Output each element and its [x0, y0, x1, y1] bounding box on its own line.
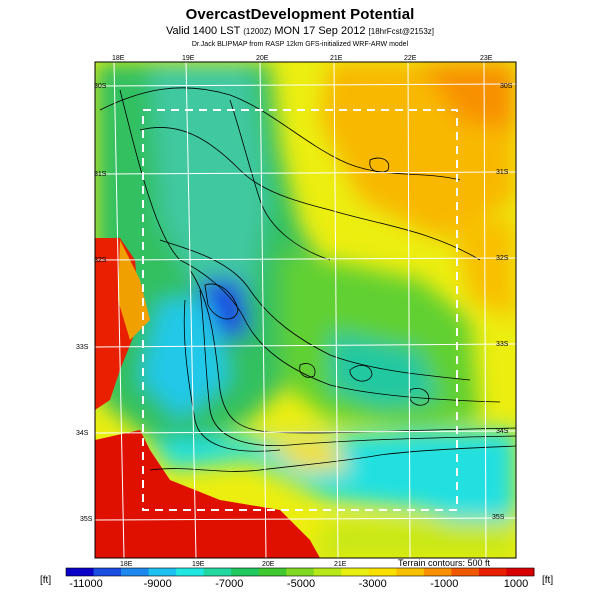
colorbar-swatch	[313, 568, 342, 576]
field-darkorange-ne	[420, 62, 516, 130]
terrain-contour	[99, 87, 461, 181]
terrain-contour	[369, 157, 390, 173]
colorbar-swatch	[231, 568, 260, 576]
colorbar-swatch	[93, 568, 122, 576]
colorbar-swatch	[423, 568, 452, 576]
lon-label-top: 22E	[404, 55, 417, 62]
lon-label-top: 18E	[112, 55, 125, 62]
field-cyan-south	[150, 430, 516, 540]
colorbar-tick-label: -7000	[215, 578, 244, 590]
colorbar-tick-label: -11000	[69, 578, 103, 590]
lat-label-left: 32S	[94, 257, 107, 264]
colorbar-unit-right: [ft]	[542, 575, 554, 586]
utc-time: (1200Z)	[243, 27, 272, 36]
lat-label-right: 34S	[496, 428, 509, 435]
valid-date: MON 17 Sep 2012	[274, 25, 366, 37]
lat-label-left: 33S	[76, 344, 89, 351]
colorbar-swatch	[148, 568, 177, 576]
terrain-contour	[139, 127, 481, 261]
lon-label-bottom: 18E	[120, 561, 133, 568]
lat-label-left: 31S	[94, 171, 107, 178]
terrain-contour-note: Terrain contours: 500 ft	[398, 558, 491, 568]
latlon-grid	[95, 62, 516, 558]
colorbar-swatch	[66, 568, 95, 576]
colorbar-swatch	[121, 568, 150, 576]
terrain-contour	[199, 289, 516, 446]
forecast-tag: [18hrFcst@2153z]	[368, 27, 434, 36]
terrain-contour	[179, 259, 501, 403]
colorbar-swatch	[368, 568, 397, 576]
lat-label-left: 35S	[80, 516, 93, 523]
field-orange-east	[450, 220, 516, 320]
lat-label-left: 34S	[76, 430, 89, 437]
map-title: OvercastDevelopment Potential	[185, 6, 415, 23]
colorbar-tick-label: -3000	[358, 578, 387, 590]
lon-label-top: 19E	[182, 55, 195, 62]
colorbar-unit-left: [ft]	[40, 575, 52, 586]
field-red-south	[95, 430, 320, 558]
colorbar-tick-label: -5000	[286, 578, 316, 590]
colorbar-swatch	[258, 568, 287, 576]
terrain-contour	[119, 89, 181, 261]
valid-time: Valid 1400 LST	[165, 25, 241, 37]
terrain-contour	[349, 365, 373, 382]
terrain-contour	[149, 445, 516, 472]
terrain-contour	[229, 99, 331, 261]
lon-label-bottom: 21E	[334, 561, 347, 568]
colorbar-tick-label: -1000	[430, 578, 459, 590]
terrain-contour	[204, 283, 239, 320]
terrain-contour	[189, 269, 516, 434]
colorbar-swatch	[506, 568, 535, 576]
field-teal-north	[150, 62, 270, 300]
lat-label-right: 35S	[492, 514, 505, 521]
lon-label-bottom: 20E	[262, 561, 275, 568]
lat-label-left: 30S	[94, 83, 107, 90]
colorbar-swatch	[396, 568, 425, 576]
terrain-contours	[99, 87, 516, 472]
lon-label-bottom: 19E	[192, 561, 205, 568]
lon-label-top: 21E	[330, 55, 343, 62]
field-cyan-mid	[140, 300, 230, 420]
lon-label-top: 20E	[256, 55, 269, 62]
terrain-contour	[299, 363, 316, 378]
map-frame	[94, 61, 517, 559]
model-credit: Dr.Jack BLIPMAP from RASP 12km GFS-initi…	[191, 41, 409, 48]
colorbar-tick-label: -9000	[143, 578, 172, 590]
lat-label-right: 30S	[500, 83, 513, 90]
terrain-contour	[183, 299, 281, 452]
colorbar	[65, 567, 535, 577]
lon-label-top: 23E	[480, 55, 493, 62]
colorbar-frame	[65, 567, 535, 577]
field-yellowgreen-se	[310, 520, 516, 558]
lat-label-right: 32S	[496, 255, 509, 262]
colorbar-swatch	[203, 568, 232, 576]
colorbar-swatch	[451, 568, 480, 576]
field-teal-east	[330, 330, 440, 410]
colorbar-swatch	[176, 568, 205, 576]
colorbar-swatch	[286, 568, 315, 576]
lat-label-right: 33S	[496, 341, 509, 348]
map-subtitle: Valid 1400 LST (1200Z) MON 17 Sep 2012 […	[0, 25, 600, 37]
colorbar-swatch	[341, 568, 370, 576]
colorbar-swatch	[478, 568, 507, 576]
lat-label-right: 31S	[496, 169, 509, 176]
field-layer	[95, 62, 516, 558]
colorbar-tick-label: 1000	[503, 578, 529, 590]
terrain-contour	[159, 239, 471, 381]
inner-domain-box	[142, 109, 458, 511]
